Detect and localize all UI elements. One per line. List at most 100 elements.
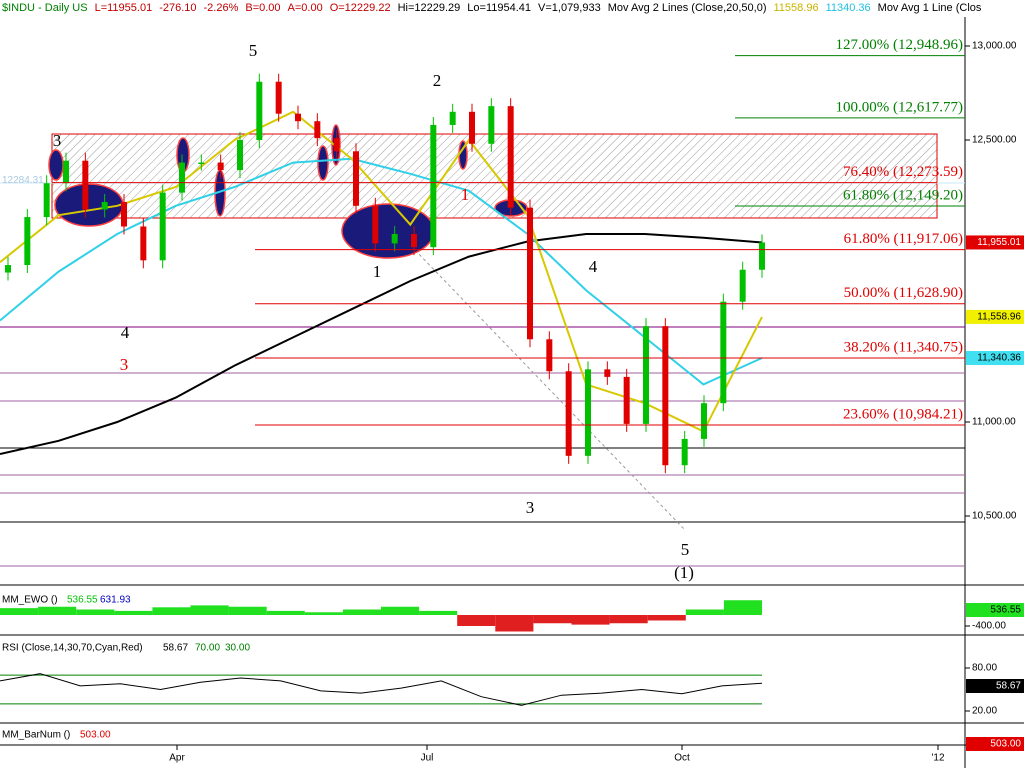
- ewo-bar: [685, 609, 724, 615]
- ewo-bar: [304, 612, 343, 615]
- price-bar: [140, 226, 147, 261]
- header-item: -276.10: [159, 2, 196, 14]
- barnum-box: [966, 737, 1024, 751]
- header-item: B=0.00: [245, 2, 280, 14]
- x-tick-label: '12: [931, 753, 944, 764]
- price-bar: [295, 113, 301, 122]
- price-bar: [411, 234, 417, 248]
- header-item: L=11955.01: [95, 2, 153, 14]
- price-bar: [237, 140, 243, 171]
- ewo-last: 536.55: [67, 595, 98, 606]
- fib-label: 61.80% (12,149.20): [843, 187, 963, 203]
- price-bar: [430, 124, 437, 248]
- rsi-upper: 70.00: [195, 643, 220, 654]
- ewo-box-label: 536.55: [990, 605, 1021, 616]
- wave-label: 3: [526, 498, 535, 517]
- header-item: 11340.36: [826, 2, 871, 14]
- price-bar: [681, 438, 688, 466]
- price-bar: [179, 162, 185, 193]
- ellipse: [48, 149, 64, 181]
- rsi-box: [966, 679, 1024, 693]
- price-bar: [63, 160, 69, 184]
- ewo-bar: [266, 610, 305, 615]
- price-box-label: 11,558.96: [977, 312, 1021, 323]
- price-bar: [159, 192, 166, 261]
- header-item: Mov Avg 1 Line (Clos: [878, 2, 982, 14]
- ewo-bar: [571, 615, 610, 625]
- header-item: Lo=11954.41: [467, 2, 531, 14]
- price-bar: [759, 242, 765, 270]
- fib-label: 38.20% (11,340.75): [844, 339, 963, 355]
- barnum-last: 503.00: [80, 730, 111, 741]
- ewo-other: 631.93: [100, 595, 131, 606]
- fib-label: 23.60% (10,984.21): [843, 406, 963, 422]
- wave-label: 2: [433, 71, 442, 90]
- rsi-tick-label: 20.00: [972, 706, 997, 717]
- ewo-bar: [647, 615, 686, 621]
- price-bar: [256, 81, 263, 140]
- moving-average: [0, 233, 763, 455]
- price-bar: [198, 162, 205, 165]
- ewo-bar: [152, 607, 191, 615]
- ewo-bar: [723, 600, 762, 615]
- fib-label: 127.00% (12,948.96): [836, 37, 964, 53]
- ewo-bar: [381, 606, 420, 615]
- rsi-tick-label: 80.00: [972, 663, 997, 674]
- price-bar: [739, 269, 746, 302]
- fib-label: 50.00% (11,628.90): [844, 285, 963, 301]
- y-tick-label: 13,000.00: [972, 41, 1017, 52]
- y-tick-label: 10,500.00: [972, 511, 1017, 522]
- price-bar: [24, 217, 31, 266]
- price-bar: [469, 111, 475, 144]
- wave-label: 3: [53, 131, 62, 150]
- x-tick-label: Oct: [674, 753, 690, 764]
- ewo-bar: [609, 615, 648, 624]
- ellipse: [317, 145, 329, 181]
- header-item: -2.26%: [204, 2, 239, 14]
- price-bar: [121, 202, 127, 227]
- barnum-title: MM_BarNum (): [2, 730, 70, 741]
- price-bar: [720, 301, 727, 404]
- price-box-label: 11,955.01: [977, 237, 1021, 248]
- price-bar: [275, 81, 282, 114]
- wave-label: 1: [461, 185, 470, 204]
- fib-label: 61.80% (11,917.06): [844, 231, 963, 247]
- price-bar: [488, 106, 495, 144]
- wave-label: 5: [681, 540, 690, 559]
- wave-label: 4: [121, 323, 130, 342]
- ewo-bar: [114, 610, 153, 615]
- price-bar: [701, 403, 707, 439]
- y-tick-label: 11,000.00: [972, 417, 1016, 428]
- wave-label: (1): [674, 563, 694, 582]
- price-bar: [643, 326, 649, 424]
- price-bar: [5, 265, 11, 273]
- price-label: 12284.31: [2, 175, 44, 186]
- moving-average: [0, 157, 763, 386]
- ewo-bar: [419, 610, 458, 615]
- price-bar: [217, 162, 224, 171]
- ewo-bar: [190, 605, 229, 615]
- header-item: V=1,079,933: [538, 2, 601, 14]
- ewo-box: [966, 603, 1024, 617]
- price-bar: [527, 207, 533, 340]
- price-bar: [333, 138, 340, 152]
- header-item: $INDU - Daily US: [2, 2, 88, 14]
- price-bar: [82, 160, 89, 210]
- x-tick-label: Apr: [169, 753, 185, 764]
- price-box-label: 11,340.36: [977, 353, 1021, 364]
- ewo-bar: [76, 609, 115, 615]
- price-box: [966, 309, 1024, 324]
- ellipse: [54, 183, 124, 227]
- price-box: [966, 351, 1024, 366]
- barnum-box-label: 503.00: [990, 739, 1021, 750]
- marks: [0, 73, 765, 474]
- rsi-line: [0, 673, 763, 706]
- price-bar: [101, 202, 108, 210]
- wave-label: 1: [373, 262, 382, 281]
- price-bar: [353, 151, 359, 206]
- wave-label: 4: [589, 257, 598, 276]
- fib-label: 100.00% (12,617.77): [836, 99, 964, 115]
- y-tick-label: 12,500.00: [972, 135, 1017, 146]
- wave-label: 5: [249, 41, 258, 60]
